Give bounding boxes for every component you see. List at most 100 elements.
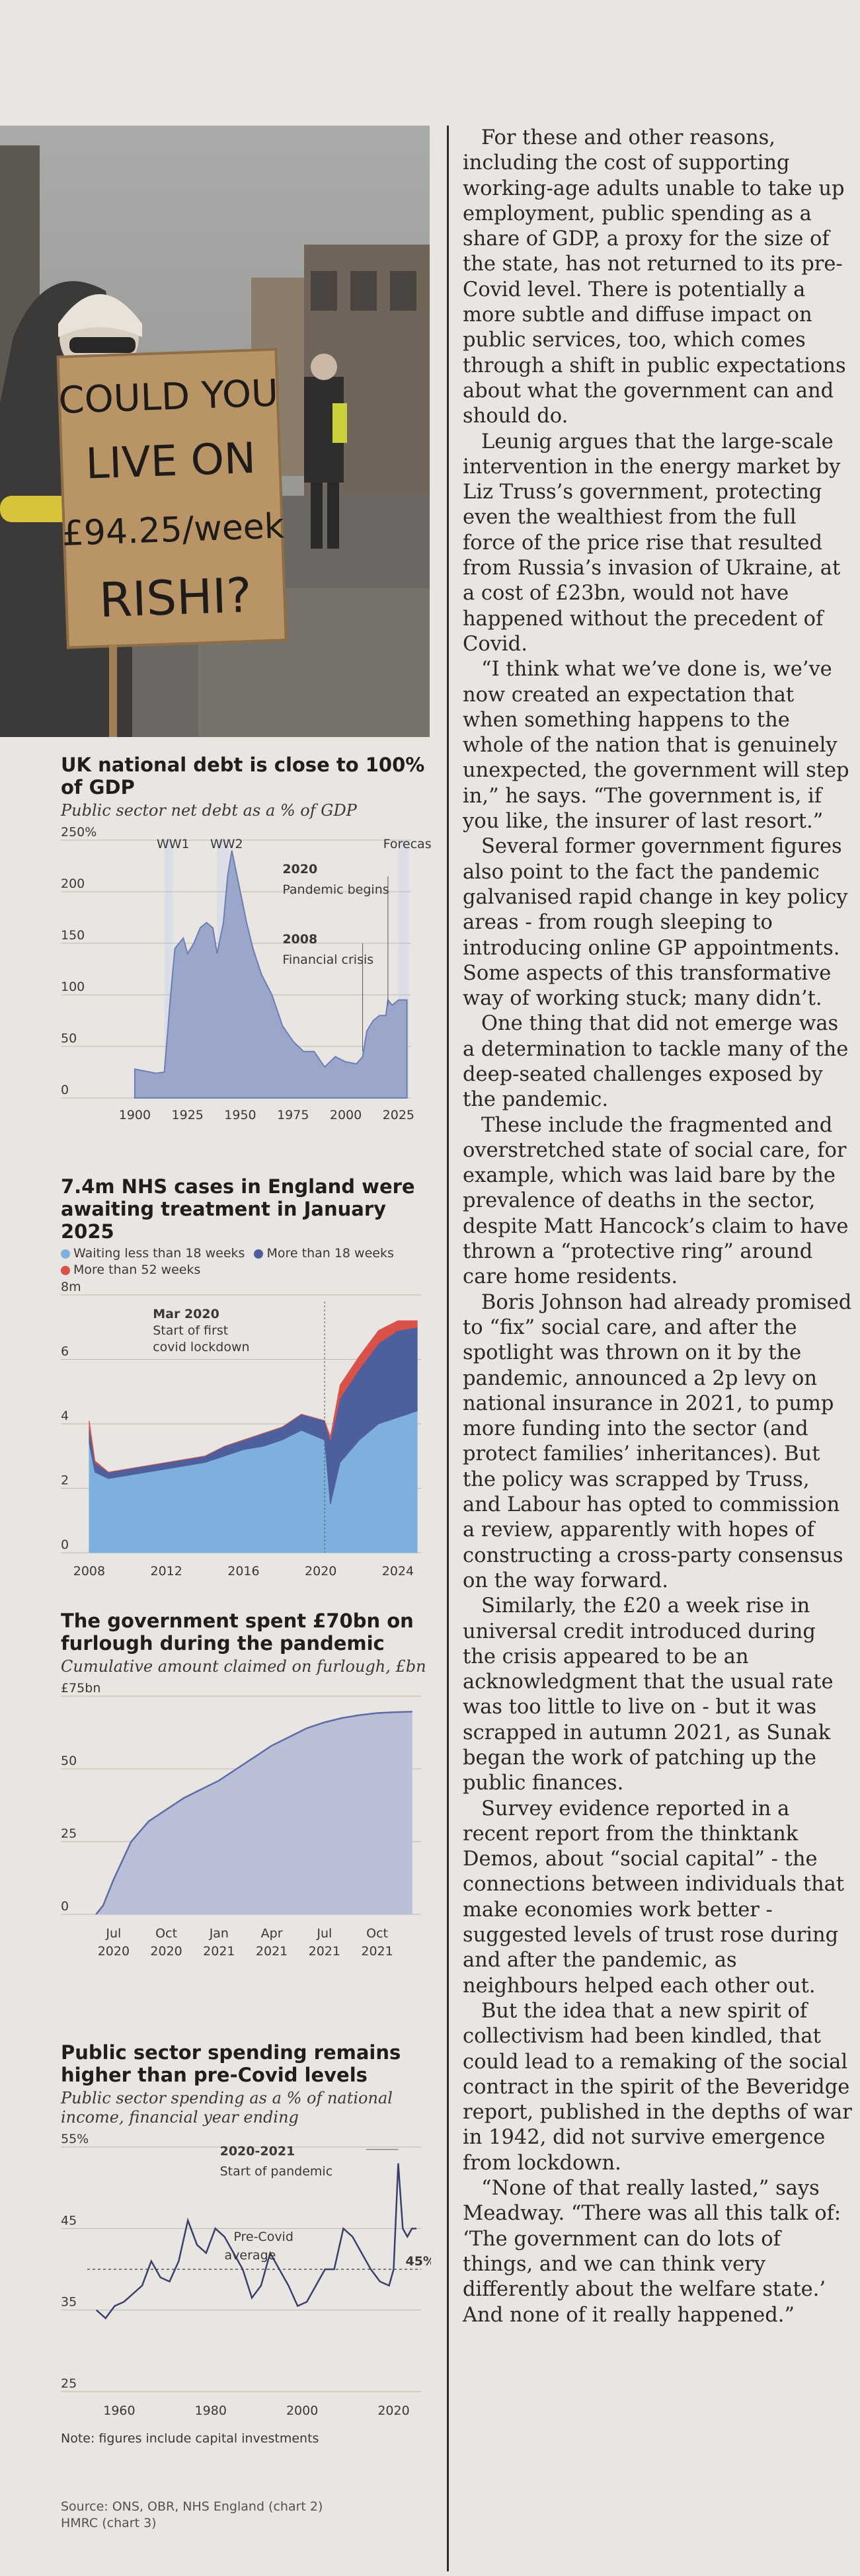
source-line-2: HMRC (chart 3) xyxy=(61,2516,157,2530)
debt-area xyxy=(134,850,408,1099)
spending-ytick-label: 25 xyxy=(61,2376,77,2391)
chart-spending-note: Note: figures include capital investment… xyxy=(61,2431,319,2446)
ww2-label: WW2 xyxy=(210,837,243,851)
chart-spending-subtitle: Public sector spending as a % of nationa… xyxy=(61,2089,393,2127)
nhs-xtick-label: 2024 xyxy=(382,1564,414,1579)
chart-furlough-plot: £75bn 50 25 0 Jul 2020 Oct 2020 Jan 2021 Apr 2021 Ju… xyxy=(61,1681,421,1959)
spending-ytick-label: 55% xyxy=(61,2132,89,2146)
article-paragraph: One thing that did not emerge was a dete… xyxy=(463,1012,849,1112)
article-paragraph: Boris Johnson had already promised to “f… xyxy=(463,1290,852,1592)
pandemic-start-label: Start of pandemic xyxy=(220,2164,333,2179)
debt-xtick-label: 1975 xyxy=(277,1108,309,1122)
chart-spending: Public sector spending remains higher th… xyxy=(61,2041,431,2446)
nhs-xtick-label: 2008 xyxy=(73,1564,105,1579)
article-paragraph: Survey evidence reported in a recent rep… xyxy=(463,1797,845,1998)
furlough-xtick-year: 2021 xyxy=(309,1944,340,1959)
nhs-area-over-52-weeks xyxy=(89,1320,418,1473)
article-paragraph: “I think what we’ve done is, we’ve now c… xyxy=(463,658,849,834)
precovid-label-2: average xyxy=(225,2248,276,2263)
chart-furlough-subtitle: Cumulative amount claimed on furlough, £… xyxy=(61,1657,426,1676)
chart-spending-title: Public sector spending remains higher th… xyxy=(61,2041,401,2086)
furlough-xtick-month: Jul xyxy=(105,1926,121,1941)
debt-xtick-label: 1950 xyxy=(224,1108,256,1122)
crisis-label: Financial crisis xyxy=(282,953,373,967)
furlough-xtick-month: Oct xyxy=(366,1926,388,1941)
article-paragraph: Several former government figures also p… xyxy=(463,835,848,1011)
furlough-xtick-year: 2021 xyxy=(361,1944,393,1959)
spending-xtick-label: 1980 xyxy=(195,2403,227,2418)
article-paragraph: Leunig argues that the large-scale inter… xyxy=(463,430,841,656)
article-paragraph: “None of that really lasted,” says Meadw… xyxy=(463,2177,841,2327)
chart-nhs-plot: 8m 6 4 2 0 Mar 2020 Start of first covid lockdo… xyxy=(61,1280,421,1579)
debt-ytick-label: 0 xyxy=(61,1083,69,1097)
chart-nhs-title: 7.4m NHS cases in England were awaiting … xyxy=(61,1175,415,1243)
debt-ytick-label: 50 xyxy=(61,1031,77,1046)
debt-xtick-label: 1900 xyxy=(119,1108,151,1122)
legend-dot-light xyxy=(61,1249,70,1259)
spending-line xyxy=(96,2163,417,2320)
forecast-label: Forecast xyxy=(383,837,431,851)
sign-line-2: LIVE ON xyxy=(85,434,256,489)
spending-xtick-label: 2000 xyxy=(286,2403,318,2418)
furlough-xtick-year: 2021 xyxy=(203,1944,235,1959)
spending-xtick-label: 2020 xyxy=(377,2403,409,2418)
furlough-xtick-year: 2020 xyxy=(150,1944,182,1959)
chart-debt: UK national debt is close to 100% of GDP… xyxy=(61,754,431,1131)
legend-item-1: Waiting less than 18 weeks xyxy=(73,1246,245,1261)
precovid-label-1: Pre-Covid xyxy=(233,2230,293,2244)
nhs-ytick-label: 0 xyxy=(61,1538,69,1552)
nhs-ytick-label: 6 xyxy=(61,1345,69,1359)
lockdown-label-1: Start of first xyxy=(153,1323,228,1338)
furlough-ytick-label: £75bn xyxy=(61,1681,100,1696)
chart-debt-plot: 250% 200 150 100 50 0 WW1 WW2 Forecast 2020 Pandem… xyxy=(61,825,431,1122)
sign-line-4: RISHI? xyxy=(98,567,253,628)
nhs-ytick-label: 4 xyxy=(61,1409,69,1423)
legend-item-2: More than 18 weeks xyxy=(266,1246,394,1261)
debt-xtick-label: 2025 xyxy=(383,1108,414,1122)
spending-end-label: 45% xyxy=(405,2254,431,2269)
pandemic-year-range: 2020-2021 xyxy=(220,2144,295,2158)
debt-xtick-label: 2000 xyxy=(330,1108,362,1122)
legend-item-3: More than 52 weeks xyxy=(73,1263,201,1277)
article-paragraph: But the idea that a new spirit of collec… xyxy=(463,1999,852,2175)
column-divider xyxy=(447,126,449,2571)
debt-ytick-label: 250% xyxy=(61,825,97,839)
chart-furlough: The government spent £70bn on furlough d… xyxy=(61,1610,431,1984)
nhs-ytick-label: 8m xyxy=(61,1280,81,1294)
lockdown-label-2: covid lockdown xyxy=(153,1340,249,1354)
source-note: Source: ONS, OBR, NHS England (chart 2) … xyxy=(61,2499,431,2532)
legend-dot-mid xyxy=(254,1249,264,1259)
crisis-year: 2008 xyxy=(282,932,317,947)
furlough-xtick-month: Oct xyxy=(155,1926,177,1941)
chart-debt-title: UK national debt is close to 100% of GDP xyxy=(61,754,425,799)
sign-line-1: COULD YOU xyxy=(58,371,280,422)
chart-debt-subtitle: Public sector net debt as a % of GDP xyxy=(61,801,357,820)
nhs-ytick-label: 2 xyxy=(61,1473,69,1488)
legend-dot-red xyxy=(61,1265,70,1275)
chart-furlough-title: The government spent £70bn on furlough d… xyxy=(61,1610,414,1655)
source-line-1: Source: ONS, OBR, NHS England (chart 2) xyxy=(61,2499,323,2514)
furlough-xtick-month: Jul xyxy=(316,1926,332,1941)
furlough-ytick-label: 0 xyxy=(61,1899,69,1914)
furlough-xtick-year: 2021 xyxy=(256,1944,288,1959)
furlough-ytick-label: 25 xyxy=(61,1826,77,1841)
pandemic-label: Pandemic begins xyxy=(282,882,389,897)
chart-nhs-legend: Waiting less than 18 weeks More than 18 … xyxy=(61,1245,431,1278)
debt-xtick-label: 1925 xyxy=(172,1108,204,1122)
furlough-line xyxy=(95,1711,412,1915)
article-paragraph: For these and other reasons, including t… xyxy=(463,126,846,428)
furlough-xtick-year: 2020 xyxy=(98,1944,130,1959)
sign-line-3: £94.25/week xyxy=(61,506,285,554)
nhs-xtick-label: 2020 xyxy=(305,1564,336,1579)
furlough-ytick-label: 50 xyxy=(61,1754,77,1768)
furlough-xtick-month: Apr xyxy=(261,1926,283,1941)
chart-nhs: 7.4m NHS cases in England were awaiting … xyxy=(61,1175,431,1586)
article-paragraph: Similarly, the £20 a week rise in univer… xyxy=(463,1594,834,1795)
lockdown-date: Mar 2020 xyxy=(153,1307,219,1321)
spending-ytick-label: 35 xyxy=(61,2295,77,2310)
article-paragraph: These include the fragmented and overstr… xyxy=(463,1113,849,1289)
spending-ytick-label: 45 xyxy=(61,2213,77,2228)
debt-ytick-label: 100 xyxy=(61,980,85,994)
protest-photo: COULD YOU LIVE ON £94.25/week RISHI? xyxy=(0,126,430,737)
